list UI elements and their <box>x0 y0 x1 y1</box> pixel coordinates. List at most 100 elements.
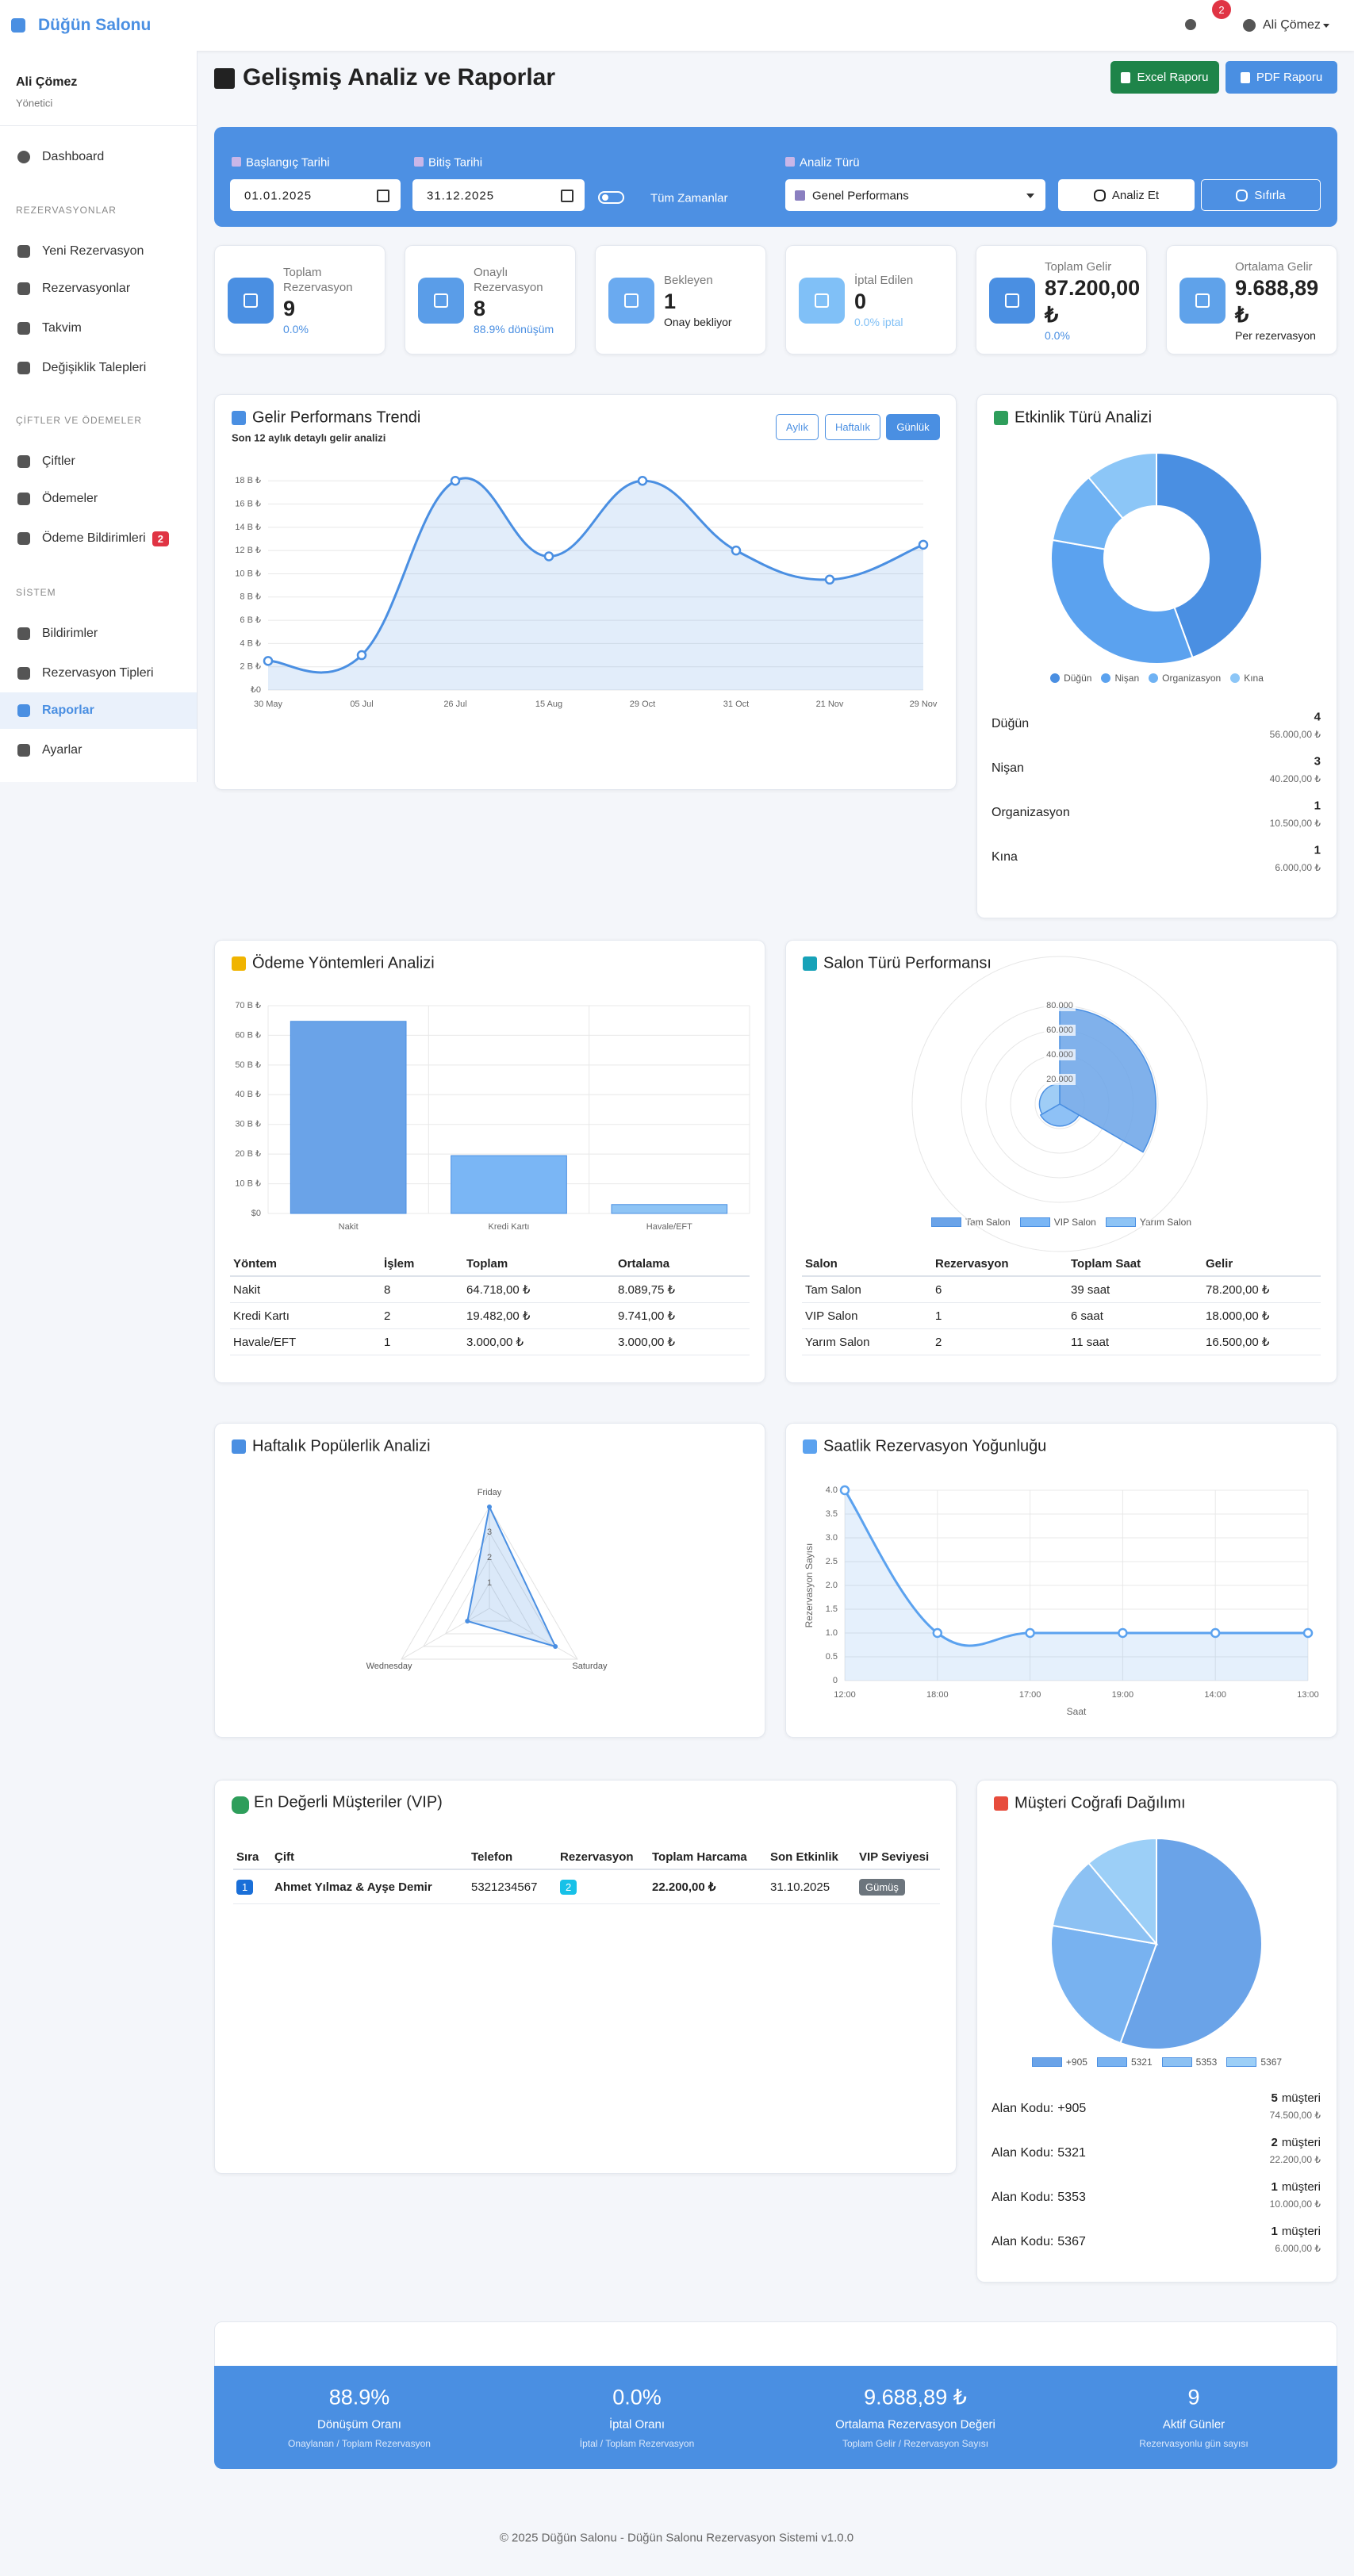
list-label: Alan Kodu: +905 <box>992 2102 1190 2118</box>
notification-badge[interactable]: 2 <box>1212 0 1231 19</box>
table-row: Yarım Salon 2 11 saat 16.500,00 ₺ <box>802 1328 1321 1355</box>
icon <box>214 68 235 89</box>
stat-card: İptal Edilen 0 0.0% iptal <box>785 245 957 355</box>
legend-label: Yarım Salon <box>1139 1217 1191 1228</box>
legend-item: +905 <box>1031 2057 1087 2068</box>
header-cell: Sıra <box>233 1845 271 1870</box>
list-count: 2 müşteri <box>1162 2136 1321 2152</box>
chart-card <box>214 394 957 790</box>
range-button[interactable]: Günlük <box>886 414 940 440</box>
icon <box>1185 19 1196 30</box>
summary-note: İptal / Toplam Rezervasyon <box>579 2438 695 2449</box>
nav-label: Ödemeler <box>42 492 98 505</box>
input-value: 31.12.2025 <box>427 189 495 203</box>
range-label: Haftalık <box>834 421 871 433</box>
select-input[interactable]: Genel Performans <box>785 179 1045 211</box>
table-cell: 31.10.2025 <box>767 1869 856 1904</box>
list-count: 3 <box>1314 754 1321 769</box>
row-label: Alan Kodu: <box>992 2102 1054 2115</box>
stat-label: Toplam Gelir <box>1045 259 1112 274</box>
table-cell: 6 <box>932 1276 1068 1303</box>
date-input[interactable]: 31.12.2025 <box>412 179 585 211</box>
table-cell: 2 <box>557 1869 649 1904</box>
analyze-button[interactable]: Analiz Et <box>1058 179 1195 211</box>
nav-item[interactable]: Raporlar <box>42 701 193 720</box>
header-button[interactable]: PDF Raporu <box>1226 61 1337 94</box>
user-menu[interactable]: Ali Çömez <box>1263 18 1321 32</box>
stat-icon <box>418 278 464 324</box>
nav-item[interactable]: Rezervasyon Tipleri <box>42 664 193 683</box>
nav-item[interactable]: Çiftler <box>42 452 193 471</box>
icon <box>17 744 30 757</box>
toggle-label: Tüm Zamanlar <box>650 191 728 205</box>
header-cell: Son Etkinlik <box>767 1845 856 1870</box>
nav-item[interactable]: Değişiklik Talepleri <box>42 358 193 378</box>
header-cell: Çift <box>271 1845 468 1870</box>
nav-item[interactable]: Takvim <box>42 319 193 338</box>
table-cell: 9.741,00 ₺ <box>615 1302 750 1329</box>
icon <box>17 322 30 335</box>
summary-note: Toplam Gelir / Rezervasyon Sayısı <box>842 2438 989 2449</box>
section-title: REZERVASYONLAR <box>16 205 117 216</box>
summary-note: Onaylanan / Toplam Rezervasyon <box>288 2438 431 2449</box>
legend-swatch <box>1149 673 1159 683</box>
icon <box>17 667 30 680</box>
stat-text: Bekleyen 1 Onay bekliyor <box>664 246 764 354</box>
nav-item[interactable]: Ödemeler <box>42 489 193 508</box>
range-button[interactable]: Aylık <box>776 414 819 440</box>
icon <box>17 455 30 468</box>
table-cell: 3.000,00 ₺ <box>615 1328 750 1355</box>
range-button[interactable]: Haftalık <box>825 414 880 440</box>
nav-item[interactable]: Bildirimler <box>42 624 193 643</box>
stat-value: 9.688,89 ₺ <box>1235 275 1319 327</box>
header-cell: Toplam Saat <box>1068 1252 1202 1277</box>
filter-label: Başlangıç Tarihi <box>246 155 330 170</box>
chart-title: Salon Türü Performansı <box>823 954 992 972</box>
salon-table: Salon Rezervasyon Toplam Saat Gelir Tam Salo… <box>802 1252 1321 1355</box>
nav-item[interactable]: Dashboard <box>42 150 105 163</box>
stat-note: Per rezervasyon <box>1235 328 1316 342</box>
header-button[interactable]: Excel Raporu <box>1110 61 1219 94</box>
toggle[interactable] <box>598 191 624 204</box>
cell-value: 22.200,00 ₺ <box>652 1880 716 1894</box>
nav-badge: 2 <box>152 531 169 546</box>
unit: müşteri <box>1281 2180 1321 2194</box>
brand[interactable]: Düğün Salonu <box>38 16 152 34</box>
table-cell: 8 <box>381 1276 463 1303</box>
icon <box>994 1796 1008 1811</box>
toggle-knob <box>602 194 608 201</box>
button-label: Sıfırla <box>1254 188 1286 202</box>
legend-item: Kına <box>1230 673 1264 684</box>
date-input[interactable]: 01.01.2025 <box>230 179 401 211</box>
nav-label: Ayarlar <box>42 743 82 757</box>
nav-item[interactable]: Rezervasyonlar <box>42 279 193 298</box>
stat-value: 0 <box>854 289 867 313</box>
legend-item: Organizasyon <box>1149 673 1221 684</box>
reset-button[interactable]: Sıfırla <box>1201 179 1321 211</box>
chart-title: Saatlik Rezervasyon Yoğunluğu <box>823 1437 1047 1455</box>
nav-label: Rezervasyon Tipleri <box>42 666 154 680</box>
nav-item[interactable]: Ayarlar <box>42 741 193 760</box>
input-value: Genel Performans <box>812 189 909 203</box>
filter-panel: Başlangıç Tarihi Bitiş Tarihi Analiz Türü 0… <box>214 127 1337 227</box>
divider <box>0 125 198 126</box>
summary-note: Rezervasyonlu gün sayısı <box>1139 2438 1249 2449</box>
nav-item[interactable]: Yeni Rezervasyon <box>42 242 193 261</box>
table-cell: 39 saat <box>1068 1276 1202 1303</box>
header-cell: VIP Seviyesi <box>856 1845 940 1870</box>
sidebar: Ali Çömez Yönetici Dashboard REZERVASYONLAR… <box>0 51 198 782</box>
legend-label: Düğün <box>1064 673 1092 684</box>
stat-label: Bekleyen <box>664 273 713 287</box>
nav-item[interactable]: Ödeme Bildirimleri 2 <box>42 529 193 548</box>
icon <box>11 18 25 33</box>
icon <box>17 532 30 545</box>
nav-label: Yeni Rezervasyon <box>42 244 144 258</box>
icon <box>414 157 424 167</box>
table-cell: Tam Salon <box>802 1276 932 1303</box>
legend-swatch <box>1161 2057 1192 2067</box>
legend-label: +905 <box>1065 2057 1087 2068</box>
icon <box>232 411 246 425</box>
table-cell: 1 <box>233 1869 271 1904</box>
cell-value: Gümüş <box>859 1878 905 1896</box>
